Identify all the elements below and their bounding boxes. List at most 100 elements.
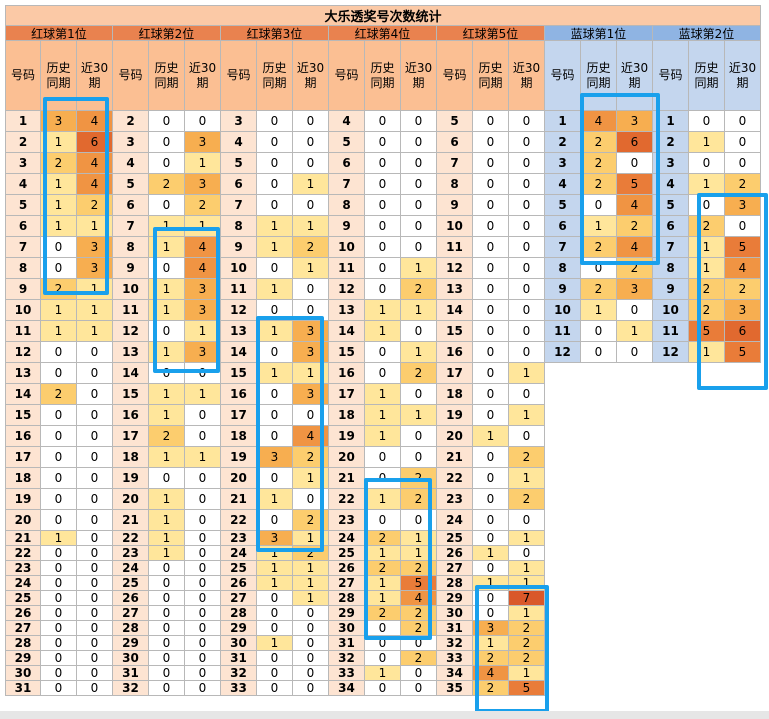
last30-count: 0 (77, 651, 113, 666)
last30-count: 2 (401, 363, 437, 384)
last30-count: 4 (77, 174, 113, 195)
history-count: 0 (257, 606, 293, 621)
history-count: 1 (149, 531, 185, 546)
ball-number: 28 (437, 576, 473, 591)
ball-number: 31 (437, 621, 473, 636)
history-count: 0 (257, 111, 293, 132)
last30-count: 0 (509, 132, 545, 153)
column-header-last30: 近30期 (77, 41, 113, 111)
history-count: 0 (473, 321, 509, 342)
last30-count: 1 (293, 363, 329, 384)
history-count: 0 (257, 384, 293, 405)
last30-count: 0 (185, 681, 221, 696)
ball-number: 20 (329, 447, 365, 468)
last30-count: 1 (509, 405, 545, 426)
last30-count: 0 (401, 321, 437, 342)
last30-count: 0 (293, 606, 329, 621)
ball-number: 22 (221, 510, 257, 531)
ball-number: 10 (653, 300, 689, 321)
last30-count: 0 (401, 153, 437, 174)
history-count: 0 (41, 561, 77, 576)
column-header-label: 近30期 (80, 60, 109, 90)
history-count: 0 (365, 216, 401, 237)
history-count: 0 (473, 447, 509, 468)
history-count: 0 (365, 651, 401, 666)
last30-count: 1 (293, 216, 329, 237)
last30-count: 0 (185, 666, 221, 681)
last30-count: 0 (185, 546, 221, 561)
history-count: 0 (149, 636, 185, 651)
column-header-label: 号码 (442, 68, 467, 82)
column-header-hist: 历史同期 (149, 41, 185, 111)
last30-count: 0 (185, 405, 221, 426)
history-count: 1 (689, 342, 725, 363)
ball-number: 15 (113, 384, 149, 405)
last30-count: 0 (185, 468, 221, 489)
last30-count: 5 (509, 681, 545, 696)
history-count: 0 (257, 681, 293, 696)
history-count: 3 (41, 111, 77, 132)
history-count: 2 (149, 426, 185, 447)
column-header-hist: 历史同期 (473, 41, 509, 111)
ball-number: 28 (329, 591, 365, 606)
history-count: 2 (41, 153, 77, 174)
column-header-label: 号码 (226, 68, 251, 82)
ball-number: 3 (545, 153, 581, 174)
horizontal-scrollbar[interactable] (0, 711, 769, 719)
history-count: 2 (365, 606, 401, 621)
column-header-hist: 历史同期 (257, 41, 293, 111)
history-count: 0 (689, 153, 725, 174)
history-count: 0 (41, 621, 77, 636)
last30-count: 0 (185, 363, 221, 384)
history-count: 0 (473, 468, 509, 489)
ball-number: 12 (437, 258, 473, 279)
last30-count: 0 (401, 510, 437, 531)
last30-count: 0 (725, 111, 761, 132)
column-header-label: 历史同期 (478, 60, 503, 90)
history-count: 1 (149, 279, 185, 300)
last30-count: 2 (509, 447, 545, 468)
last30-count: 0 (509, 258, 545, 279)
history-count: 2 (689, 300, 725, 321)
sheet-title: 大乐透奖号次数统计 (5, 5, 761, 26)
ball-number: 13 (221, 321, 257, 342)
history-count: 0 (581, 321, 617, 342)
ball-number: 33 (437, 651, 473, 666)
history-count: 0 (689, 111, 725, 132)
history-count: 0 (365, 174, 401, 195)
ball-number: 1 (545, 111, 581, 132)
ball-number: 18 (5, 468, 41, 489)
ball-number: 9 (5, 279, 41, 300)
last30-count: 3 (185, 174, 221, 195)
last30-count: 2 (725, 279, 761, 300)
history-count: 0 (41, 258, 77, 279)
ball-number: 16 (113, 405, 149, 426)
ball-number: 30 (437, 606, 473, 621)
history-count: 0 (149, 591, 185, 606)
history-count: 0 (257, 258, 293, 279)
ball-number: 16 (221, 384, 257, 405)
last30-count: 1 (293, 576, 329, 591)
history-count: 0 (473, 195, 509, 216)
column-header-last30: 近30期 (401, 41, 437, 111)
history-count: 2 (581, 153, 617, 174)
history-count: 0 (365, 636, 401, 651)
ball-number: 32 (329, 651, 365, 666)
last30-count: 1 (185, 216, 221, 237)
history-count: 0 (473, 153, 509, 174)
last30-count: 0 (77, 468, 113, 489)
last30-count: 0 (401, 174, 437, 195)
history-count: 0 (149, 681, 185, 696)
ball-number: 18 (437, 384, 473, 405)
ball-number: 20 (113, 489, 149, 510)
ball-number: 23 (437, 489, 473, 510)
ball-number: 12 (221, 300, 257, 321)
last30-count: 0 (77, 636, 113, 651)
ball-number: 30 (221, 636, 257, 651)
last30-count: 0 (293, 681, 329, 696)
ball-number: 8 (329, 195, 365, 216)
last30-count: 3 (725, 300, 761, 321)
ball-number: 27 (221, 591, 257, 606)
history-count: 0 (473, 174, 509, 195)
